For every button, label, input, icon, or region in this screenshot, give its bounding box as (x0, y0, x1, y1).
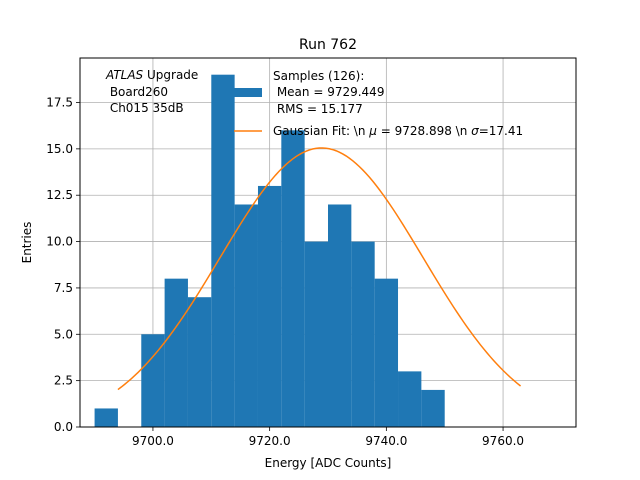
histogram-bar-14 (421, 389, 445, 427)
annotation-line-3: Ch015 35dB (106, 101, 184, 115)
legend-fit-sigma-symbol: σ (471, 124, 479, 138)
legend-histogram-line-3: RMS = 15.177 (273, 102, 363, 116)
y-tick-label-5: 12.5 (46, 188, 73, 202)
legend-fit-sigma-value: =17.41 (479, 124, 523, 138)
y-tick-label-7: 17.5 (46, 96, 73, 110)
histogram-bar-12 (374, 278, 399, 427)
legend-fit-mu-symbol: μ (368, 124, 377, 138)
legend-fit-mu-value: = 9728.898 \n (377, 124, 471, 138)
legend-histogram-line-1: Samples (126): (273, 69, 364, 83)
legend-histogram-swatch (234, 88, 262, 97)
histogram-bars (94, 74, 445, 427)
legend-fit-label: Gaussian Fit: \n μ = 9728.898 \n σ=17.41 (273, 124, 523, 138)
annotation-atlas-word: ATLAS (105, 68, 144, 82)
y-tick-label-3: 7.5 (54, 281, 73, 295)
y-tick-label-6: 15.0 (46, 142, 73, 156)
histogram-bar-10 (328, 204, 352, 427)
y-tick-label-1: 2.5 (54, 374, 73, 388)
histogram-bar-7 (257, 185, 282, 427)
annotation-line-1: ATLAS Upgrade (105, 68, 198, 82)
atlas-annotation: ATLAS Upgrade Board260 Ch015 35dB (105, 68, 198, 115)
chart-title: Run 762 (299, 37, 357, 53)
histogram-bar-9 (304, 241, 328, 427)
y-axis-label: Entries (20, 222, 34, 264)
histogram-bar-11 (351, 241, 375, 427)
y-tick-label-0: 0.0 (54, 420, 73, 434)
histogram-bar-4 (187, 297, 212, 427)
histogram-bar-3 (164, 278, 188, 427)
annotation-line-2: Board260 (106, 85, 168, 99)
y-axis-ticks: 0.0 2.5 5.0 7.5 10.0 12.5 15.0 17.5 (46, 96, 80, 434)
histogram-bar-5 (211, 74, 235, 427)
y-tick-label-4: 10.0 (46, 235, 73, 249)
histogram-bar-8 (281, 130, 305, 427)
legend-fit-part-1: Gaussian Fit: \n (273, 124, 369, 138)
legend-histogram-line-2: Mean = 9729.449 (273, 85, 384, 99)
x-axis-ticks: 9700.0 9720.0 9740.0 9760.0 (132, 427, 524, 448)
y-tick-label-2: 5.0 (54, 327, 73, 341)
histogram-bar-6 (234, 204, 258, 427)
x-tick-label-0: 9700.0 (132, 434, 174, 448)
x-tick-label-2: 9740.0 (365, 434, 407, 448)
annotation-upgrade-word: Upgrade (143, 68, 198, 82)
histogram-bar-13 (398, 371, 422, 427)
x-tick-label-3: 9760.0 (482, 434, 524, 448)
gaussian-fit-curve (117, 147, 522, 391)
histogram-bar-2 (141, 334, 165, 427)
x-axis-label: Energy [ADC Counts] (265, 456, 392, 470)
plot-frame (79, 57, 577, 428)
histogram-bar-0 (94, 408, 118, 427)
legend: Samples (126): Mean = 9729.449 RMS = 15.… (234, 69, 523, 138)
x-tick-label-1: 9720.0 (249, 434, 291, 448)
fit-curve-layer (117, 147, 522, 391)
